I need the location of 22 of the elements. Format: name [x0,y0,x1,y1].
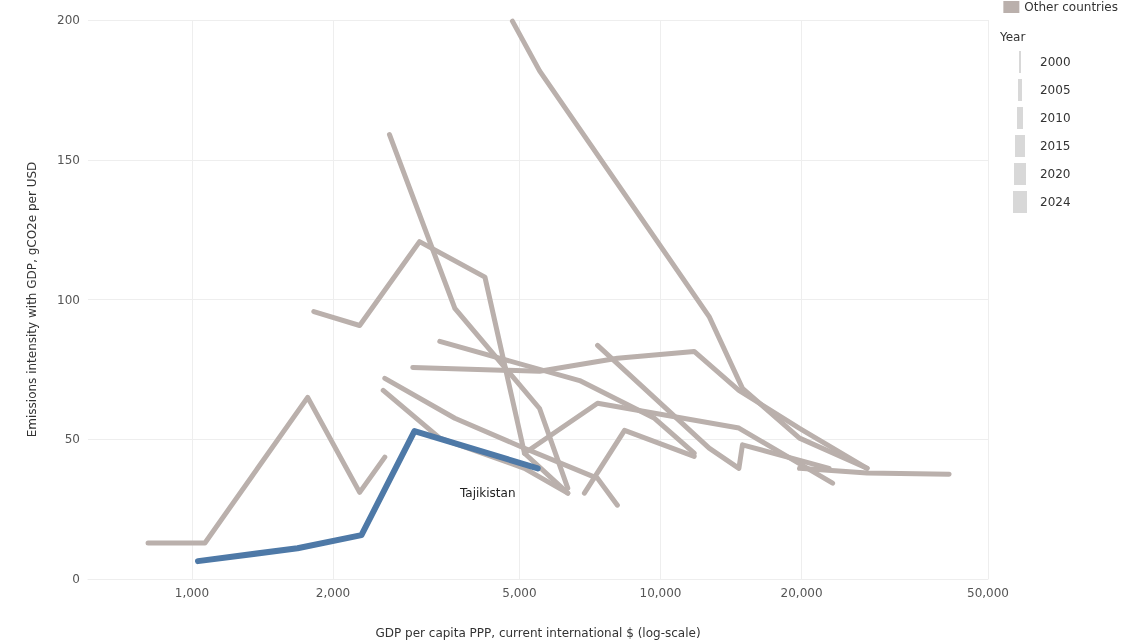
text: 2010 [1039,111,1071,125]
y-axis-title: Emissions intensity with GDP, gCO2e per USD [25,161,39,438]
x-tick-label: 5,000 [502,586,537,600]
x-tick-label: 50,000 [967,586,1009,600]
y-tick-label: 150 [57,152,80,167]
text: 2000 [1040,55,1071,69]
x-tick-label: 2,000 [315,586,351,600]
text: 2020 [1039,167,1071,181]
y-tick-label: 100 [57,292,80,307]
x-tick-label: 1,000 [174,586,210,600]
text: 2024 [1040,195,1071,209]
y-tick-label: 0 [72,572,80,586]
annotation: Tajikistan [458,486,516,501]
text: 2015 [1039,139,1071,153]
legend-label: Other countries [1024,0,1119,14]
y-tick-label: 50 [64,432,80,447]
text: 2005 [1039,83,1071,97]
legend-title: Year [1000,30,1027,44]
x-tick-label: 20,000 [780,586,823,600]
x-tick-label: 10,000 [639,586,682,600]
x-axis-title: GDP per capita PPP, current international $ (log-scale) [375,626,701,640]
y-tick-label: 200 [57,13,80,27]
